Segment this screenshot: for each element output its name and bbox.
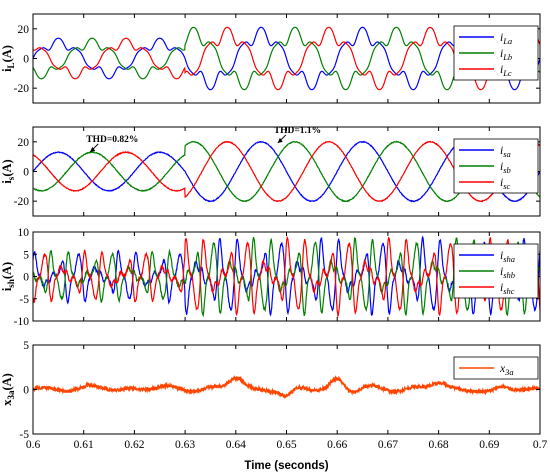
y-axis-label-main: i: [0, 68, 14, 72]
x-tick-label: 0.64: [226, 439, 246, 451]
legend-label-main: x: [499, 363, 506, 375]
series-line-i-shb: [33, 236, 540, 318]
y-tick-label: -10: [14, 316, 30, 328]
y-tick-label: -20: [14, 196, 30, 208]
y-axis-label: ish(A): [0, 262, 16, 291]
y-axis-label-sub: L: [6, 62, 16, 68]
legend-label: ishb: [500, 266, 515, 280]
legend-label: isb: [500, 161, 511, 175]
series-line-i-shc: [33, 235, 540, 319]
x-tick-label: 0.63: [175, 439, 195, 451]
x-tick-label: 0.69: [479, 439, 499, 451]
y-axis-label-unit: (A): [0, 373, 14, 390]
y-axis-label-main: i: [0, 287, 14, 291]
y-tick-label: 0: [23, 167, 29, 179]
legend-label-main: i: [500, 177, 503, 189]
y-tick-label: 0: [23, 385, 29, 397]
series-group: [33, 375, 540, 400]
y-axis-label: iL(A): [0, 45, 16, 72]
x-tick-label: 0.62: [124, 439, 144, 451]
y-tick-label: 0: [23, 54, 29, 66]
legend-label-main: i: [500, 250, 503, 262]
legend-label: isha: [500, 250, 515, 264]
x-tick-label: 0.65: [276, 439, 296, 451]
y-axis-label-sub: 3a: [6, 390, 16, 400]
legend-label-main: i: [500, 145, 503, 157]
y-tick-label: -20: [14, 83, 30, 95]
annotation-label: THD=1.1%: [274, 126, 321, 136]
legend: x3a: [453, 356, 539, 380]
legend-label: iLa: [500, 32, 512, 46]
y-tick-label: 0: [23, 272, 29, 284]
legend-label-main: i: [500, 282, 503, 294]
series-line-x-3a: [33, 375, 540, 400]
y-axis-label-sub: s: [6, 176, 16, 180]
y-axis-label-main: x: [0, 399, 14, 406]
annotation-arrowhead: [90, 146, 96, 152]
annotation-arrowhead: [277, 137, 283, 143]
y-axis-label-unit: (A): [0, 159, 14, 176]
legend-label-main: i: [500, 266, 503, 278]
x-tick-label: 0.61: [74, 439, 94, 451]
legend-label-main: i: [500, 161, 503, 173]
legend-label: isc: [500, 177, 511, 191]
legend-label-main: i: [500, 32, 503, 44]
annotation-label: THD=0.82%: [86, 135, 138, 145]
x-tick-label: 0.67: [378, 439, 398, 451]
y-axis-label-unit: (A): [0, 262, 14, 279]
y-axis-label: x3a(A): [0, 373, 16, 406]
legend-label-sub: sc: [503, 181, 510, 191]
x-axis-title: Time (seconds): [244, 460, 328, 472]
x-tick-label: 0.6: [26, 439, 41, 451]
legend-box: [453, 356, 539, 380]
y-tick-label: 20: [18, 137, 30, 149]
x-tick-label: 0.66: [327, 439, 347, 451]
legend-label-sub: Lb: [502, 52, 512, 62]
legend-label: x3a: [499, 363, 514, 377]
legend-label-sub: sa: [503, 149, 511, 159]
y-axis-label-sub: sh: [6, 279, 16, 288]
y-tick-label: -5: [19, 294, 29, 306]
legend-label-sub: 3a: [504, 367, 514, 377]
y-axis-label-unit: (A): [0, 45, 14, 62]
y-tick-label: -5: [19, 429, 29, 441]
y-axis-label-main: i: [0, 180, 14, 184]
y-tick-label: 20: [18, 24, 30, 36]
legend-label-sub: shc: [503, 286, 515, 296]
legend-label: iLb: [500, 48, 512, 62]
legend-label: iLc: [500, 64, 512, 78]
panel-4: 5 0 -50.6 0.61 0.62 0.63 0.64 0.65 0.66 0.67 0.68 0…: [0, 340, 547, 472]
x-tick-label: 0.68: [429, 439, 449, 451]
y-tick-label: 10: [18, 227, 30, 239]
legend-label-sub: La: [502, 36, 512, 46]
y-tick-label: 5: [23, 249, 29, 261]
legend-label: ishc: [500, 282, 515, 296]
legend-label-sub: sb: [503, 165, 511, 175]
series-line-i-sb: [33, 140, 540, 203]
legend-label-main: i: [500, 64, 503, 76]
legend-label: isa: [500, 145, 511, 159]
legend-label-sub: sha: [503, 254, 515, 264]
y-axis-label: is(A): [0, 159, 16, 183]
legend-label-sub: shb: [503, 270, 515, 280]
legend-label-main: i: [500, 48, 503, 60]
legend-label-sub: Lc: [502, 68, 512, 78]
y-tick-label: 5: [23, 340, 29, 352]
x-tick-label: 0.7: [533, 439, 548, 451]
